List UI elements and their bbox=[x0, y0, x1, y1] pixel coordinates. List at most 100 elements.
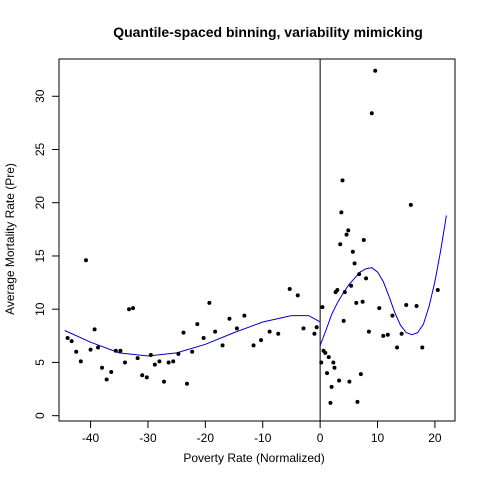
data-point bbox=[320, 305, 325, 310]
data-point bbox=[350, 249, 355, 254]
data-point bbox=[354, 300, 359, 305]
data-point bbox=[420, 345, 425, 350]
y-tick-label: 0 bbox=[33, 412, 47, 419]
data-point bbox=[326, 355, 331, 360]
data-point bbox=[92, 327, 97, 332]
data-point bbox=[329, 384, 334, 389]
x-tick-label: -10 bbox=[254, 431, 272, 445]
data-point bbox=[213, 329, 218, 334]
data-point bbox=[341, 318, 346, 323]
data-point bbox=[104, 377, 109, 382]
data-point bbox=[332, 365, 337, 370]
data-point bbox=[127, 307, 132, 312]
data-point bbox=[65, 335, 70, 340]
data-point bbox=[207, 300, 212, 305]
data-point bbox=[190, 349, 195, 354]
x-tick-label: 10 bbox=[371, 431, 385, 445]
data-point bbox=[357, 272, 362, 277]
data-point bbox=[408, 202, 413, 207]
data-point bbox=[135, 356, 140, 361]
data-point bbox=[355, 399, 360, 404]
y-tick-label: 25 bbox=[33, 143, 47, 157]
data-point bbox=[335, 288, 340, 293]
data-point bbox=[312, 331, 317, 336]
data-point bbox=[390, 313, 395, 318]
data-points bbox=[65, 68, 440, 405]
data-point bbox=[404, 302, 409, 307]
y-tick-label: 10 bbox=[33, 302, 47, 316]
y-tick-label: 20 bbox=[33, 196, 47, 210]
data-point bbox=[295, 293, 300, 298]
data-point bbox=[162, 379, 167, 384]
data-point bbox=[360, 299, 365, 304]
data-point bbox=[140, 373, 145, 378]
y-tick-label: 15 bbox=[33, 249, 47, 263]
data-point bbox=[96, 345, 101, 350]
data-point bbox=[364, 276, 369, 281]
data-point bbox=[399, 331, 404, 336]
data-point bbox=[234, 326, 239, 331]
data-point bbox=[323, 350, 328, 355]
x-tick-label: 20 bbox=[428, 431, 442, 445]
data-point bbox=[347, 379, 352, 384]
data-point bbox=[338, 242, 343, 247]
data-point bbox=[414, 304, 419, 309]
x-tick-label: -20 bbox=[197, 431, 215, 445]
data-point bbox=[157, 359, 162, 364]
data-point bbox=[337, 378, 342, 383]
data-point bbox=[435, 288, 440, 293]
data-point bbox=[148, 352, 153, 357]
data-point bbox=[166, 360, 171, 365]
data-point bbox=[352, 261, 357, 266]
data-point bbox=[123, 360, 127, 365]
data-point bbox=[131, 306, 136, 311]
data-point bbox=[259, 338, 264, 343]
data-point bbox=[78, 359, 83, 364]
data-point bbox=[346, 228, 351, 233]
data-point bbox=[83, 258, 88, 263]
fit-curve-left bbox=[64, 315, 321, 357]
data-point bbox=[176, 351, 181, 356]
y-axis-ticks: 0 5 10 15 20 25 30 bbox=[33, 89, 59, 419]
y-tick-label: 30 bbox=[33, 89, 47, 103]
data-point bbox=[100, 365, 105, 370]
data-point bbox=[349, 283, 354, 288]
data-point bbox=[109, 370, 114, 375]
data-point bbox=[361, 238, 366, 242]
data-point bbox=[325, 371, 330, 376]
data-point bbox=[184, 381, 189, 386]
data-point bbox=[301, 326, 306, 331]
data-point bbox=[342, 290, 347, 295]
data-point bbox=[344, 232, 349, 237]
data-point bbox=[88, 347, 93, 352]
data-point bbox=[144, 375, 149, 380]
data-point bbox=[314, 325, 319, 330]
data-point bbox=[227, 316, 232, 321]
data-point bbox=[339, 210, 344, 215]
data-point bbox=[220, 343, 225, 348]
data-point bbox=[395, 345, 400, 350]
y-tick-label: 5 bbox=[33, 359, 47, 366]
x-tick-label: -40 bbox=[82, 431, 100, 445]
x-axis-label: Poverty Rate (Normalized) bbox=[183, 451, 324, 465]
fit-curve-right bbox=[319, 215, 447, 346]
data-point bbox=[366, 329, 371, 334]
data-point bbox=[328, 400, 333, 405]
data-point bbox=[369, 111, 374, 116]
data-point bbox=[373, 68, 378, 73]
data-point bbox=[319, 360, 324, 365]
data-point bbox=[195, 322, 200, 327]
data-point bbox=[74, 349, 79, 354]
data-point bbox=[251, 343, 256, 348]
data-point bbox=[358, 372, 363, 377]
x-tick-label: 0 bbox=[317, 431, 324, 445]
data-point bbox=[242, 313, 247, 318]
data-point bbox=[340, 178, 345, 183]
plot-frame bbox=[58, 58, 456, 422]
data-point bbox=[331, 360, 336, 365]
data-point bbox=[118, 348, 123, 353]
data-point bbox=[276, 331, 281, 336]
data-point bbox=[287, 286, 292, 291]
data-point bbox=[381, 333, 386, 338]
